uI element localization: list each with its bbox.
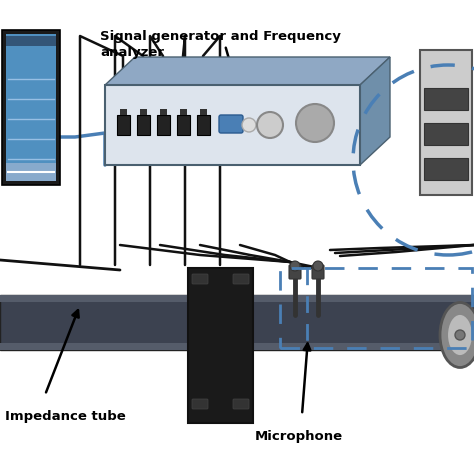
FancyBboxPatch shape	[420, 50, 472, 195]
FancyBboxPatch shape	[219, 115, 243, 133]
Circle shape	[290, 261, 300, 271]
Circle shape	[313, 261, 323, 271]
FancyBboxPatch shape	[424, 123, 468, 145]
FancyBboxPatch shape	[197, 115, 210, 135]
Polygon shape	[105, 57, 390, 85]
FancyBboxPatch shape	[192, 399, 208, 409]
Text: Impedance tube: Impedance tube	[5, 410, 126, 423]
Ellipse shape	[257, 112, 283, 138]
FancyBboxPatch shape	[180, 109, 187, 115]
FancyBboxPatch shape	[6, 36, 56, 46]
FancyBboxPatch shape	[192, 274, 208, 284]
FancyBboxPatch shape	[289, 265, 301, 279]
FancyBboxPatch shape	[0, 295, 474, 350]
FancyBboxPatch shape	[0, 343, 474, 350]
FancyBboxPatch shape	[140, 109, 147, 115]
FancyBboxPatch shape	[160, 109, 167, 115]
Circle shape	[242, 118, 256, 132]
Text: Microphone: Microphone	[255, 430, 343, 443]
Text: Signal generator and Frequency
analyzer: Signal generator and Frequency analyzer	[100, 30, 341, 59]
FancyBboxPatch shape	[312, 265, 324, 279]
FancyBboxPatch shape	[6, 163, 56, 181]
FancyBboxPatch shape	[424, 88, 468, 110]
FancyBboxPatch shape	[200, 109, 207, 115]
Polygon shape	[360, 57, 390, 165]
FancyBboxPatch shape	[117, 115, 130, 135]
FancyBboxPatch shape	[2, 30, 60, 185]
FancyBboxPatch shape	[188, 268, 253, 423]
FancyBboxPatch shape	[233, 399, 249, 409]
FancyBboxPatch shape	[157, 115, 170, 135]
FancyBboxPatch shape	[137, 115, 150, 135]
FancyBboxPatch shape	[233, 274, 249, 284]
FancyBboxPatch shape	[177, 115, 190, 135]
FancyBboxPatch shape	[6, 34, 56, 181]
FancyBboxPatch shape	[120, 109, 127, 115]
Ellipse shape	[296, 104, 334, 142]
FancyBboxPatch shape	[424, 158, 468, 180]
Ellipse shape	[447, 314, 473, 356]
Ellipse shape	[440, 302, 474, 367]
FancyBboxPatch shape	[105, 85, 360, 165]
FancyBboxPatch shape	[0, 295, 474, 302]
Circle shape	[455, 330, 465, 340]
